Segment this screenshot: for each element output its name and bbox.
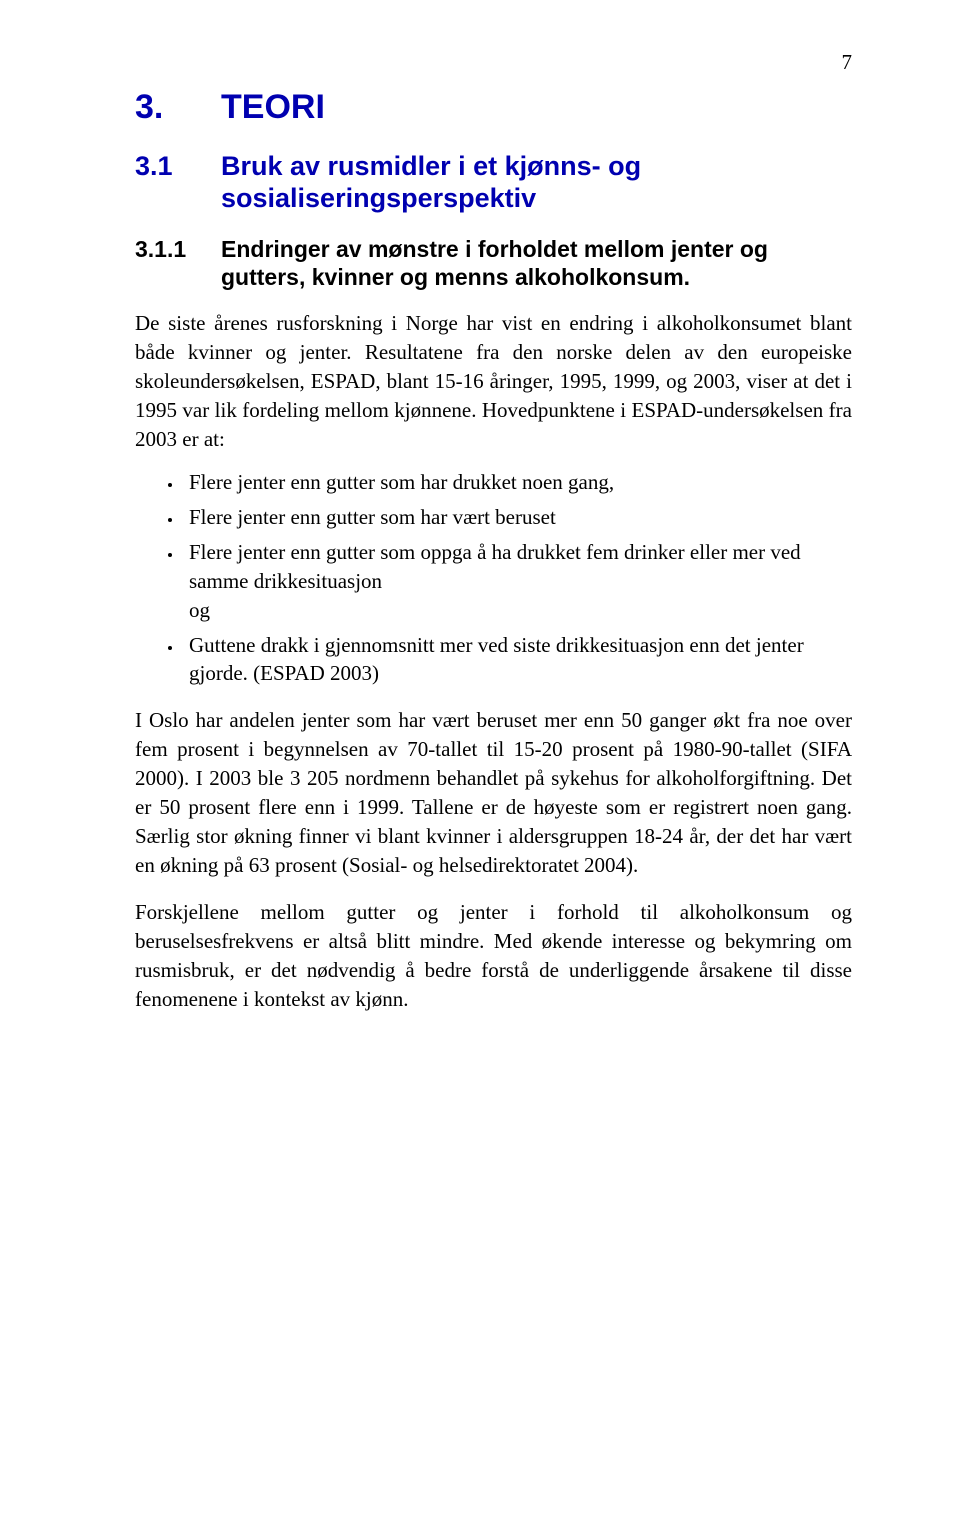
heading-1: 3. TEORI <box>135 88 852 127</box>
list-item: Flere jenter enn gutter som har vært ber… <box>183 503 852 532</box>
heading-3: 3.1.1 Endringer av mønstre i forholdet m… <box>135 235 852 291</box>
heading-3-number: 3.1.1 <box>135 235 221 263</box>
heading-2: 3.1 Bruk av rusmidler i et kjønns- og so… <box>135 151 852 215</box>
heading-1-title: TEORI <box>221 88 325 127</box>
heading-2-title: Bruk av rusmidler i et kjønns- og sosial… <box>221 151 852 215</box>
heading-2-number: 3.1 <box>135 151 221 183</box>
document-page: 7 3. TEORI 3.1 Bruk av rusmidler i et kj… <box>0 0 960 1074</box>
paragraph-intro: De siste årenes rusforskning i Norge har… <box>135 309 852 454</box>
heading-3-title: Endringer av mønstre i forholdet mellom … <box>221 235 852 291</box>
page-number: 7 <box>842 50 853 75</box>
bullet-list: Flere jenter enn gutter som har drukket … <box>135 468 852 689</box>
paragraph-oslo: I Oslo har andelen jenter som har vært b… <box>135 706 852 880</box>
list-item: Guttene drakk i gjennomsnitt mer ved sis… <box>183 631 852 689</box>
list-item: Flere jenter enn gutter som oppga å ha d… <box>183 538 852 625</box>
heading-1-number: 3. <box>135 88 221 127</box>
paragraph-conclusion: Forskjellene mellom gutter og jenter i f… <box>135 898 852 1014</box>
list-item: Flere jenter enn gutter som har drukket … <box>183 468 852 497</box>
